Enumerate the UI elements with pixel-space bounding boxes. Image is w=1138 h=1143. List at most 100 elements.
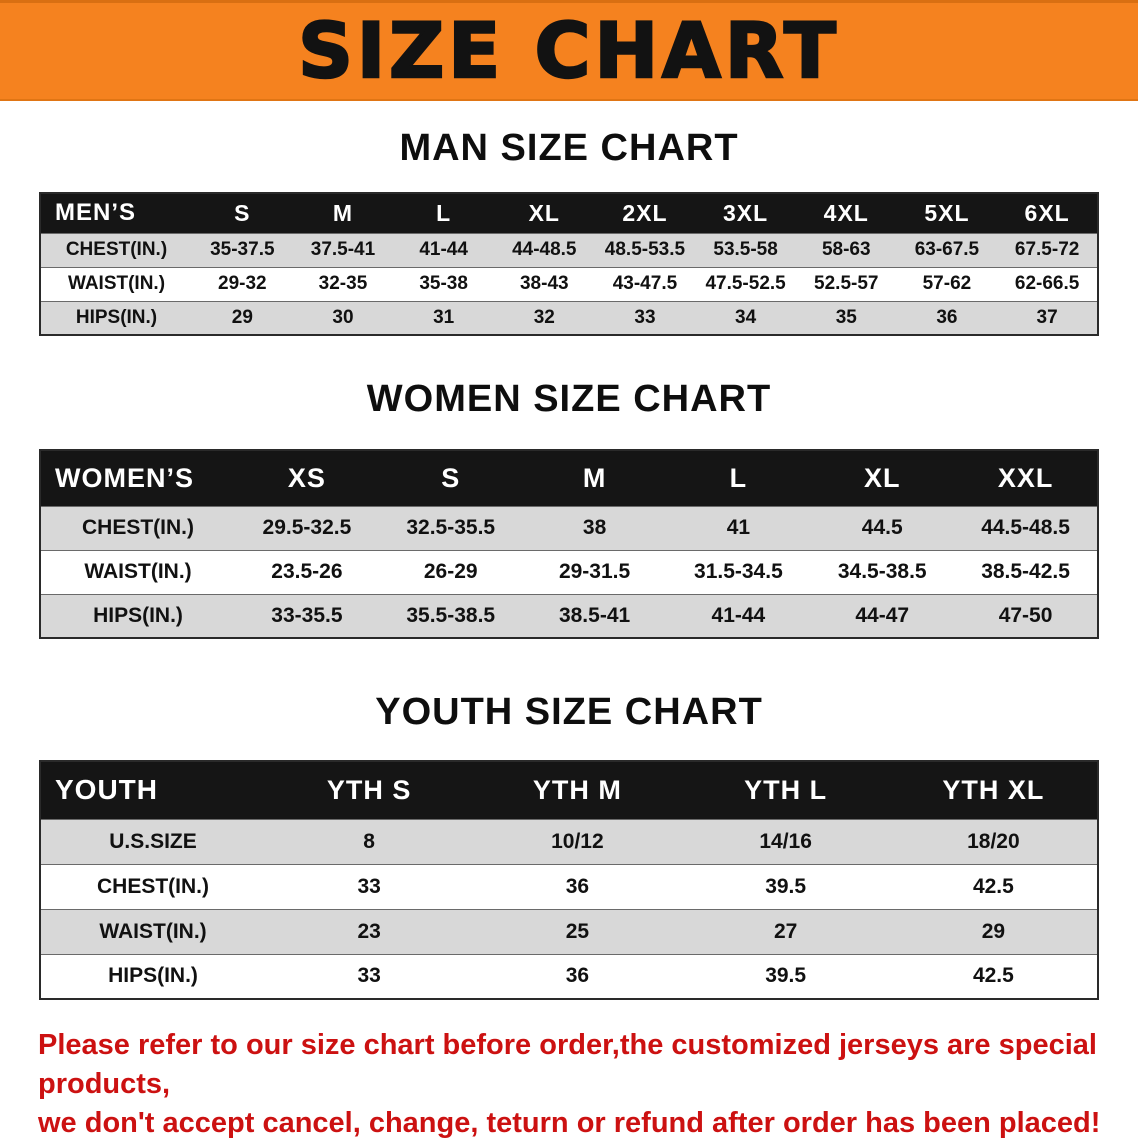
section-women: WOMEN SIZE CHART WOMEN’S XS S M L XL XXL CHEST(…	[0, 378, 1138, 639]
table-cell: 35-38	[393, 266, 494, 302]
table-corner-label: YOUTH	[40, 761, 265, 820]
table-row: CHEST(IN.) 35-37.5 37.5-41 41-44 44-48.5 48.5…	[40, 232, 1098, 268]
column-header: YTH L	[681, 761, 890, 820]
table-cell: 29.5-32.5	[235, 505, 379, 551]
table-cell: 39.5	[681, 863, 890, 910]
column-header: 3XL	[695, 193, 796, 234]
column-header: M	[522, 450, 667, 507]
table-cell: 34	[695, 300, 796, 336]
column-header: XL	[493, 193, 595, 234]
table-cell: 41	[666, 505, 811, 551]
youth-size-table: YOUTH YTH S YTH M YTH L YTH XL U.S.SIZE 8 10/12…	[39, 760, 1099, 1000]
row-label: WAIST(IN.)	[40, 908, 265, 955]
row-label: U.S.SIZE	[40, 818, 265, 865]
table-cell: 23	[265, 908, 474, 955]
table-cell: 67.5-72	[997, 232, 1098, 268]
table-row: CHEST(IN.) 33 36 39.5 42.5	[40, 863, 1098, 910]
table-cell: 58-63	[795, 232, 897, 268]
table-cell: 44-47	[810, 593, 955, 639]
table-cell: 38.5-41	[522, 593, 667, 639]
table-cell: 33	[265, 953, 474, 1000]
table-cell: 14/16	[681, 818, 890, 865]
column-header: 4XL	[795, 193, 897, 234]
table-cell: 44-48.5	[493, 232, 595, 268]
column-header: L	[666, 450, 811, 507]
table-cell: 35.5-38.5	[378, 593, 523, 639]
table-cell: 27	[681, 908, 890, 955]
table-cell: 52.5-57	[795, 266, 897, 302]
table-cell: 57-62	[896, 266, 998, 302]
column-header: YTH M	[473, 761, 682, 820]
section-heading-men: MAN SIZE CHART	[399, 127, 739, 169]
column-header: XXL	[954, 450, 1098, 507]
table-cell: 32	[493, 300, 595, 336]
table-header-row: MEN’S S M L XL 2XL 3XL 4XL 5XL 6XL	[40, 193, 1098, 234]
table-cell: 35-37.5	[192, 232, 293, 268]
column-header: 2XL	[594, 193, 696, 234]
table-row: WAIST(IN.) 29-32 32-35 35-38 38-43 43-47.5 47.…	[40, 266, 1098, 302]
table-header-row: YOUTH YTH S YTH M YTH L YTH XL	[40, 761, 1098, 820]
table-cell: 26-29	[378, 549, 523, 595]
table-cell: 35	[795, 300, 897, 336]
table-cell: 44.5-48.5	[954, 505, 1098, 551]
table-cell: 37.5-41	[292, 232, 394, 268]
table-corner-label: WOMEN’S	[40, 450, 235, 507]
disclaimer-line-2: we don't accept cancel, change, teturn o…	[38, 1107, 1101, 1140]
table-cell: 38-43	[493, 266, 595, 302]
section-men: MAN SIZE CHART MEN’S S M L XL 2XL 3XL 4XL 5XL 6XL…	[0, 127, 1138, 336]
table-row: WAIST(IN.) 23 25 27 29	[40, 908, 1098, 955]
table-cell: 42.5	[889, 953, 1098, 1000]
table-cell: 29-32	[192, 266, 293, 302]
table-corner-label: MEN’S	[40, 193, 192, 234]
row-label: WAIST(IN.)	[40, 266, 192, 302]
column-header: XS	[235, 450, 379, 507]
table-cell: 37	[997, 300, 1098, 336]
table-cell: 41-44	[393, 232, 494, 268]
table-cell: 42.5	[889, 863, 1098, 910]
table-cell: 47-50	[954, 593, 1098, 639]
table-cell: 31	[393, 300, 494, 336]
column-header: XL	[810, 450, 955, 507]
column-header: S	[378, 450, 523, 507]
table-cell: 36	[896, 300, 998, 336]
table-cell: 47.5-52.5	[695, 266, 796, 302]
table-cell: 29-31.5	[522, 549, 667, 595]
table-cell: 41-44	[666, 593, 811, 639]
table-cell: 33	[594, 300, 696, 336]
table-cell: 29	[889, 908, 1098, 955]
table-cell: 62-66.5	[997, 266, 1098, 302]
men-size-table: MEN’S S M L XL 2XL 3XL 4XL 5XL 6XL CHEST(IN.) 35-37…	[39, 192, 1099, 336]
row-label: HIPS(IN.)	[40, 300, 192, 336]
row-label: HIPS(IN.)	[40, 953, 265, 1000]
section-heading-women: WOMEN SIZE CHART	[366, 378, 772, 420]
row-label: CHEST(IN.)	[40, 232, 192, 268]
table-cell: 8	[265, 818, 474, 865]
table-row: CHEST(IN.) 29.5-32.5 32.5-35.5 38 41 44.5 44.5…	[40, 505, 1098, 551]
column-header: M	[292, 193, 394, 234]
row-label: CHEST(IN.)	[40, 863, 265, 910]
row-label: WAIST(IN.)	[40, 549, 235, 595]
table-cell: 63-67.5	[896, 232, 998, 268]
column-header: YTH S	[265, 761, 474, 820]
table-cell: 25	[473, 908, 682, 955]
table-cell: 36	[473, 953, 682, 1000]
column-header: L	[393, 193, 494, 234]
table-cell: 48.5-53.5	[594, 232, 696, 268]
table-cell: 31.5-34.5	[666, 549, 811, 595]
disclaimer-note: Please refer to our size chart before or…	[38, 1026, 1114, 1143]
banner: SIZE CHART	[0, 0, 1138, 101]
table-cell: 34.5-38.5	[810, 549, 955, 595]
table-row: HIPS(IN.) 29 30 31 32 33 34 35 36 37	[40, 300, 1098, 336]
table-row: WAIST(IN.) 23.5-26 26-29 29-31.5 31.5-34.5 34…	[40, 549, 1098, 595]
table-cell: 38	[522, 505, 667, 551]
table-cell: 10/12	[473, 818, 682, 865]
section-heading-youth: YOUTH SIZE CHART	[375, 691, 763, 733]
table-cell: 33-35.5	[235, 593, 379, 639]
table-cell: 44.5	[810, 505, 955, 551]
section-youth: YOUTH SIZE CHART YOUTH YTH S YTH M YTH L YTH…	[0, 691, 1138, 1000]
column-header: 5XL	[896, 193, 998, 234]
table-cell: 43-47.5	[594, 266, 696, 302]
table-row: HIPS(IN.) 33-35.5 35.5-38.5 38.5-41 41-44 44-…	[40, 593, 1098, 639]
table-cell: 53.5-58	[695, 232, 796, 268]
